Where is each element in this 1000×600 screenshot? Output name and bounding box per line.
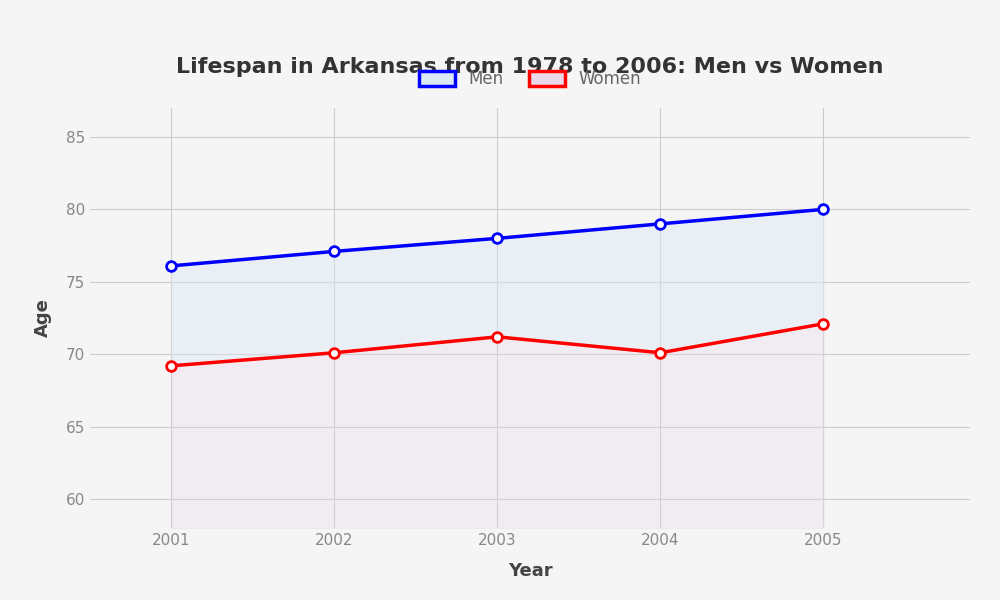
Title: Lifespan in Arkansas from 1978 to 2006: Men vs Women: Lifespan in Arkansas from 1978 to 2006: …: [176, 57, 884, 77]
Y-axis label: Age: Age: [34, 299, 52, 337]
Legend: Men, Women: Men, Women: [410, 62, 650, 97]
X-axis label: Year: Year: [508, 562, 552, 580]
